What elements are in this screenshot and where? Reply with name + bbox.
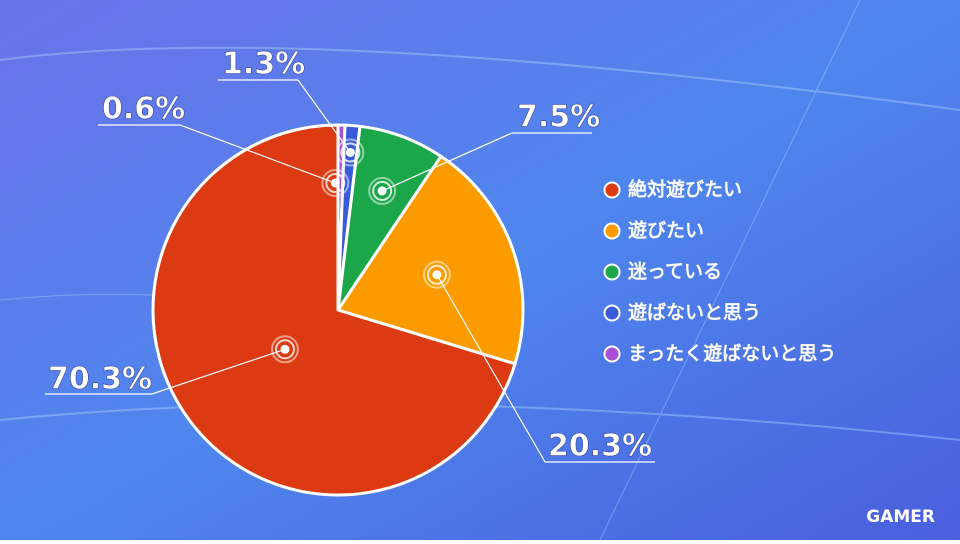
marker-ring <box>422 260 451 289</box>
legend-swatch <box>603 304 621 322</box>
leader-line <box>179 124 336 184</box>
marker-ring <box>340 142 361 163</box>
marker-dot <box>330 178 340 188</box>
leader-line <box>436 274 546 463</box>
marker-ring <box>325 173 346 194</box>
legend-swatch <box>603 181 621 199</box>
marker-ring <box>368 176 397 205</box>
legend-swatch <box>603 263 621 281</box>
leader-line <box>297 79 351 153</box>
legend-swatch <box>603 345 621 363</box>
value-label: 0.6% <box>102 92 185 127</box>
legend-label: 絶対遊びたい <box>628 178 742 201</box>
legend-label: 遊ばないと思う <box>628 301 761 324</box>
leader-line <box>151 348 286 395</box>
marker-dot <box>345 147 355 157</box>
legend-swatch <box>603 222 621 240</box>
marker-ring <box>372 180 393 201</box>
pie-slice <box>151 123 517 497</box>
marker-ring <box>336 138 365 167</box>
pie-slice <box>336 154 525 366</box>
marker-dot <box>432 270 442 280</box>
value-label: 70.3% <box>48 362 152 397</box>
legend-label: 遊びたい <box>628 219 704 242</box>
marker-dot <box>280 344 290 354</box>
legend-label: 迷っている <box>627 261 722 283</box>
marker-ring <box>321 169 350 198</box>
marker-ring <box>426 264 447 285</box>
logo: GAMER <box>866 507 935 527</box>
value-label: 1.3% <box>222 47 305 82</box>
value-label: 7.5% <box>517 100 600 135</box>
marker-dot <box>377 186 387 196</box>
legend-label: まったく遊ばないと思う <box>628 342 836 365</box>
leader-line <box>381 132 513 192</box>
marker-ring <box>274 339 295 360</box>
value-label: 20.3% <box>548 429 652 464</box>
marker-ring <box>270 335 299 364</box>
